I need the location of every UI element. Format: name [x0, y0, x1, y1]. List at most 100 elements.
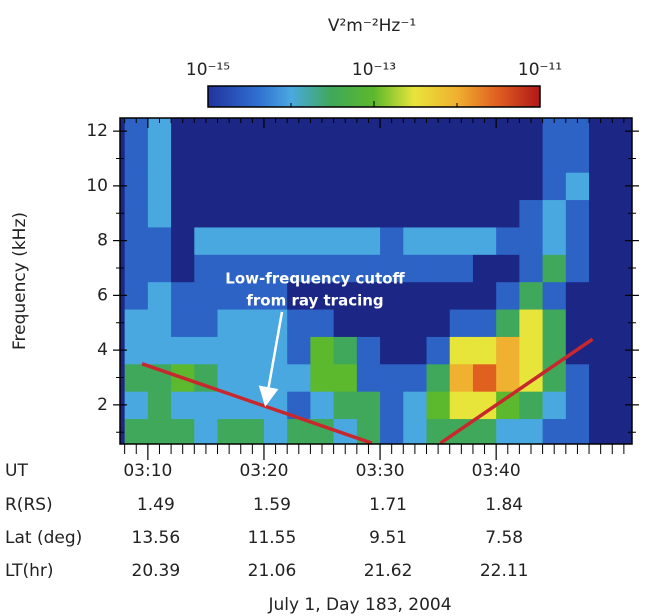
spectrogram-cell — [171, 199, 195, 228]
spectrogram-cell — [403, 226, 428, 255]
spectrogram-cell — [287, 118, 311, 173]
spectrogram-cell — [356, 391, 381, 420]
ephemeris-value: 9.51 — [369, 528, 407, 548]
spectrogram-cell — [472, 172, 497, 201]
spectrogram-cell — [333, 391, 358, 420]
spectrogram-cell — [449, 363, 474, 392]
spectrogram-cell — [449, 199, 474, 228]
spectrogram-cell — [171, 118, 195, 173]
spectrogram-cell — [542, 336, 567, 365]
plot-frame — [119, 117, 633, 445]
spectrogram-cell — [449, 254, 474, 283]
spectrogram-cell — [426, 226, 451, 255]
spectrogram-cell — [310, 226, 335, 255]
spectrogram-cell — [147, 391, 172, 420]
spectrogram-cell — [403, 172, 428, 201]
spectrogram-cell — [217, 309, 242, 337]
spectrogram-cell — [519, 281, 544, 310]
ephemeris-value: 1.49 — [137, 495, 175, 515]
spectrogram-cell — [263, 309, 288, 337]
spectrogram-cell — [124, 281, 149, 310]
y-tick-label: 6 — [97, 285, 108, 305]
spectrogram-cell — [310, 336, 335, 365]
ephemeris-value: 1.59 — [253, 495, 291, 515]
spectrogram-cell — [240, 418, 265, 445]
spectrogram-cell — [240, 363, 265, 392]
ephemeris-value: 1.71 — [369, 495, 407, 515]
spectrogram-cell — [356, 309, 381, 337]
spectrogram-cell — [589, 281, 613, 310]
spectrogram-cell — [310, 363, 335, 392]
spectrogram-cell — [310, 281, 335, 310]
spectrogram-cell — [217, 418, 242, 445]
spectrogram-cell — [565, 199, 590, 228]
spectrogram-cell — [380, 254, 404, 283]
spectrogram-cell — [589, 391, 613, 420]
spectrogram-cell — [565, 226, 590, 255]
spectrogram-cell — [217, 226, 242, 255]
spectrogram-cell — [310, 172, 335, 201]
spectrogram-cell — [333, 336, 358, 365]
spectrogram-cell — [240, 226, 265, 255]
spectrogram-cell — [472, 281, 497, 310]
spectrogram-cell — [240, 254, 265, 283]
spectrogram-cell — [426, 418, 451, 445]
spectrogram-cell — [403, 254, 428, 283]
spectrogram-cell — [426, 336, 451, 365]
ephemeris-value: 7.58 — [485, 528, 523, 548]
spectrogram-cell — [333, 199, 358, 228]
spectrogram-cell — [496, 281, 520, 310]
spectrogram-cell — [240, 172, 265, 201]
spectrogram-cell — [333, 418, 358, 445]
cutoff-line — [141, 362, 373, 445]
spectrogram-cell — [565, 363, 590, 392]
spectrogram-cell — [240, 281, 265, 310]
spectrogram-cell — [147, 254, 172, 283]
spectrogram-cell — [310, 309, 335, 337]
spectrogram-cell — [496, 172, 520, 201]
x-axis-label: UT — [5, 461, 28, 481]
spectrogram-cell — [426, 254, 451, 283]
spectrogram-cell — [426, 309, 451, 337]
spectrogram-cell — [589, 118, 613, 173]
spectrogram-cell — [472, 118, 497, 173]
spectrogram-cell — [403, 199, 428, 228]
spectrogram-cell — [426, 118, 451, 173]
spectrogram-cell — [147, 226, 172, 255]
ephemeris-value: 21.62 — [364, 561, 413, 581]
spectrogram-cell — [403, 118, 428, 173]
spectrogram-cell — [194, 336, 219, 365]
spectrogram-cell — [356, 118, 381, 173]
spectrogram-cell — [449, 391, 474, 420]
spectrogram-cell — [496, 418, 520, 445]
spectrogram-cell — [287, 281, 311, 310]
spectrogram-cell — [333, 309, 358, 337]
spectrogram-cell — [589, 199, 613, 228]
spectrogram-cell — [403, 336, 428, 365]
spectrogram-cell — [263, 254, 288, 283]
annotation: from ray tracing — [246, 292, 383, 310]
spectrogram-cell — [472, 199, 497, 228]
spectrogram-cell — [194, 391, 219, 420]
x-tick-label: 03:20 — [239, 461, 288, 481]
colorbar-label: V²m⁻²Hz⁻¹ — [328, 16, 416, 36]
spectrogram-cell — [589, 309, 613, 337]
spectrogram-cell — [403, 418, 428, 445]
spectrogram-cell — [380, 309, 404, 337]
spectrogram-cell — [519, 226, 544, 255]
spectrogram-cell — [565, 172, 590, 201]
spectrogram-cell — [333, 254, 358, 283]
spectrogram-cell — [217, 172, 242, 201]
spectrogram-cell — [333, 281, 358, 310]
spectrogram-cell — [263, 199, 288, 228]
spectrogram-cell — [124, 118, 149, 173]
ephemeris-value: 11.55 — [248, 528, 297, 548]
spectrogram-cell — [287, 199, 311, 228]
x-tick-label: 03:10 — [123, 461, 172, 481]
spectrogram-cell — [171, 172, 195, 201]
spectrogram-cell — [380, 418, 404, 445]
spectrogram-cell — [333, 363, 358, 392]
spectrogram-cell — [217, 336, 242, 365]
ephemeris-value: 20.39 — [132, 561, 181, 581]
spectrogram-cell — [589, 336, 613, 365]
